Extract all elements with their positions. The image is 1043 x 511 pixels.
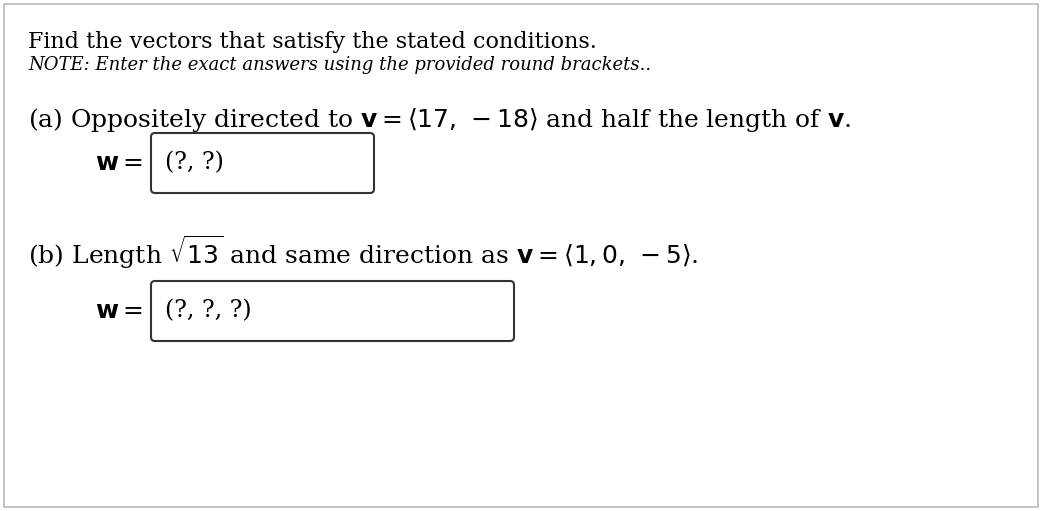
FancyBboxPatch shape bbox=[151, 133, 374, 193]
FancyBboxPatch shape bbox=[151, 281, 514, 341]
Text: $\mathbf{w} =$: $\mathbf{w} =$ bbox=[95, 151, 143, 174]
Text: (?, ?): (?, ?) bbox=[165, 151, 224, 174]
Text: Find the vectors that satisfy the stated conditions.: Find the vectors that satisfy the stated… bbox=[28, 31, 597, 53]
Text: (?, ?, ?): (?, ?, ?) bbox=[165, 299, 251, 322]
Text: $\mathbf{w} =$: $\mathbf{w} =$ bbox=[95, 299, 143, 322]
Text: (b) Length $\sqrt{13}$ and same direction as $\mathbf{v} = \langle 1, 0,\,-5\ran: (b) Length $\sqrt{13}$ and same directio… bbox=[28, 233, 699, 270]
Text: NOTE: Enter the exact answers using the provided round brackets..: NOTE: Enter the exact answers using the … bbox=[28, 56, 651, 74]
Text: (a) Oppositely directed to $\mathbf{v} = \langle 17,\,-18\rangle$ and half the l: (a) Oppositely directed to $\mathbf{v} =… bbox=[28, 106, 851, 134]
